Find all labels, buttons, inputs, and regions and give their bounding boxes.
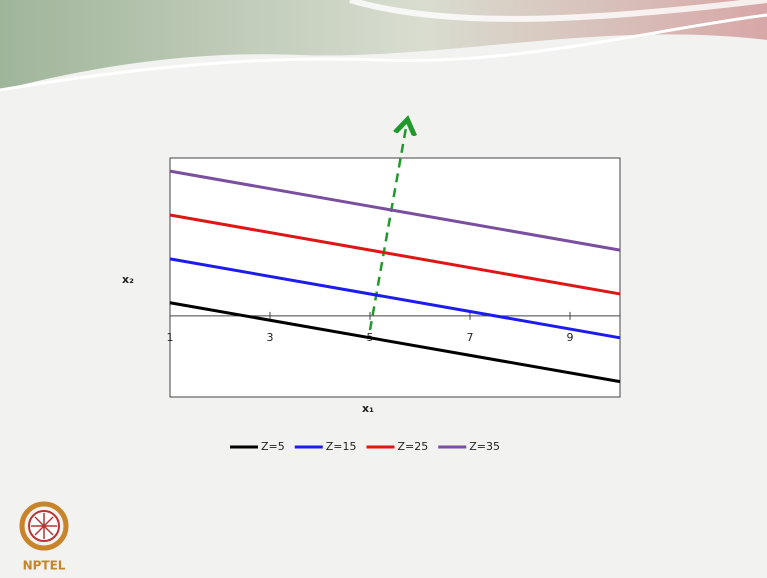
legend-label: Z=5 xyxy=(261,440,285,453)
legend-label: Z=25 xyxy=(398,440,429,453)
x-tick-label: 1 xyxy=(167,331,174,344)
x-tick-label: 3 xyxy=(267,331,274,344)
legend-label: Z=35 xyxy=(469,440,500,453)
x-tick-label: 9 xyxy=(567,331,574,344)
slide: x₁ x₂ NPTEL 13579Z=5Z=15Z=25Z=35 xyxy=(0,0,767,578)
logo-text: NPTEL xyxy=(23,559,66,573)
logo: NPTEL xyxy=(22,504,66,573)
y-axis-label: x₂ xyxy=(122,273,134,286)
chart: x₁ x₂ NPTEL 13579Z=5Z=15Z=25Z=35 xyxy=(0,0,767,578)
x-tick-label: 7 xyxy=(467,331,474,344)
x-axis-label: x₁ xyxy=(362,402,374,415)
legend-label: Z=15 xyxy=(326,440,357,453)
